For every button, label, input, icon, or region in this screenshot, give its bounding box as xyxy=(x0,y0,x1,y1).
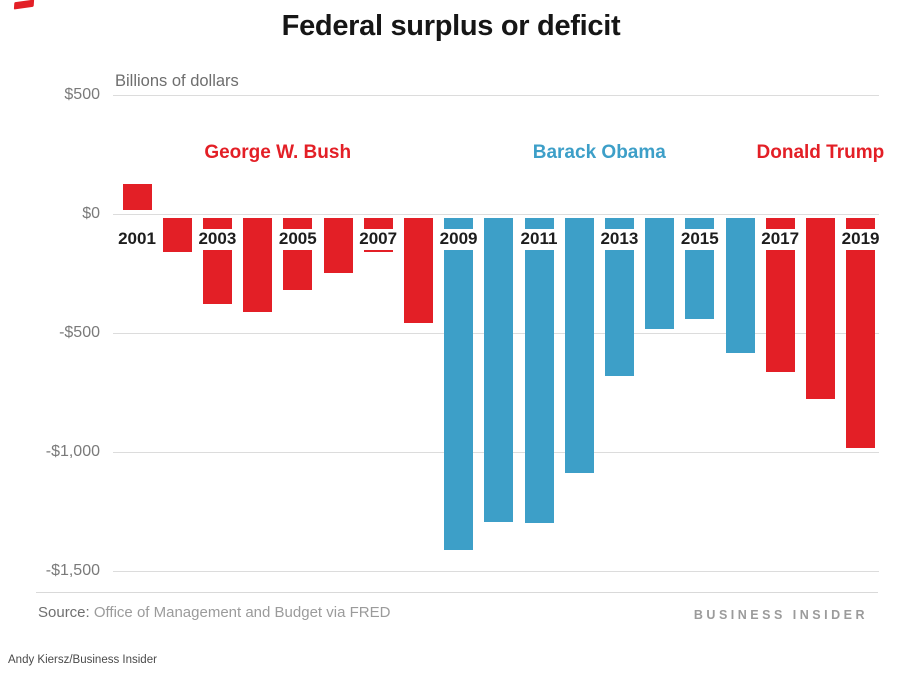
source-text: Source: Office of Management and Budget … xyxy=(38,604,390,621)
president-label-barack-obama: Barack Obama xyxy=(532,142,666,163)
chart-title: Federal surplus or deficit xyxy=(281,10,621,42)
gridline-500 xyxy=(113,95,879,96)
x-axis-label-2011: 2011 xyxy=(515,229,563,250)
gridline-0 xyxy=(113,214,879,215)
bar-2011 xyxy=(524,218,554,524)
x-axis-label-2009: 2009 xyxy=(434,229,483,250)
footer-divider xyxy=(36,592,878,593)
credit-caption: Andy Kiersz/Business Insider xyxy=(8,654,157,666)
x-axis-label-2001: 2001 xyxy=(113,229,161,250)
source-label: Source: xyxy=(38,604,90,621)
x-axis-label-2017: 2017 xyxy=(756,229,805,250)
gridline--1500 xyxy=(113,571,879,572)
x-axis-label-2007: 2007 xyxy=(354,229,403,250)
bar-2002 xyxy=(162,218,192,252)
y-axis-label--1000: -$1,000 xyxy=(45,443,100,460)
bar-2018 xyxy=(805,218,835,400)
bar-2009 xyxy=(444,218,474,551)
x-axis-label-2015: 2015 xyxy=(675,229,724,250)
x-axis-label-2003: 2003 xyxy=(193,229,242,250)
bar-2008 xyxy=(403,218,433,324)
x-axis-label-2019: 2019 xyxy=(836,229,885,250)
brand-logo: BUSINESS INSIDER xyxy=(693,608,868,622)
y-axis-label--500: -$500 xyxy=(59,324,100,341)
bar-2019 xyxy=(846,218,876,449)
x-axis-label-2013: 2013 xyxy=(595,229,644,250)
bar-2012 xyxy=(564,218,594,473)
source-value: Office of Management and Budget via FRED xyxy=(89,604,391,621)
bar-2004 xyxy=(243,218,273,313)
y-axis-label-500: $500 xyxy=(64,86,100,103)
chart-subtitle: Billions of dollars xyxy=(115,72,239,90)
bar-2001 xyxy=(122,183,152,210)
bar-2006 xyxy=(323,218,353,274)
x-axis-label-2005: 2005 xyxy=(273,229,322,250)
bar-2010 xyxy=(484,218,514,522)
president-label-george-w-bush: George W. Bush xyxy=(204,142,352,163)
y-axis-label-0: $0 xyxy=(82,205,100,222)
bar-2016 xyxy=(725,218,755,354)
y-axis-label--1500: -$1,500 xyxy=(45,562,100,579)
president-label-donald-trump: Donald Trump xyxy=(756,142,885,163)
bar-2014 xyxy=(645,218,675,330)
